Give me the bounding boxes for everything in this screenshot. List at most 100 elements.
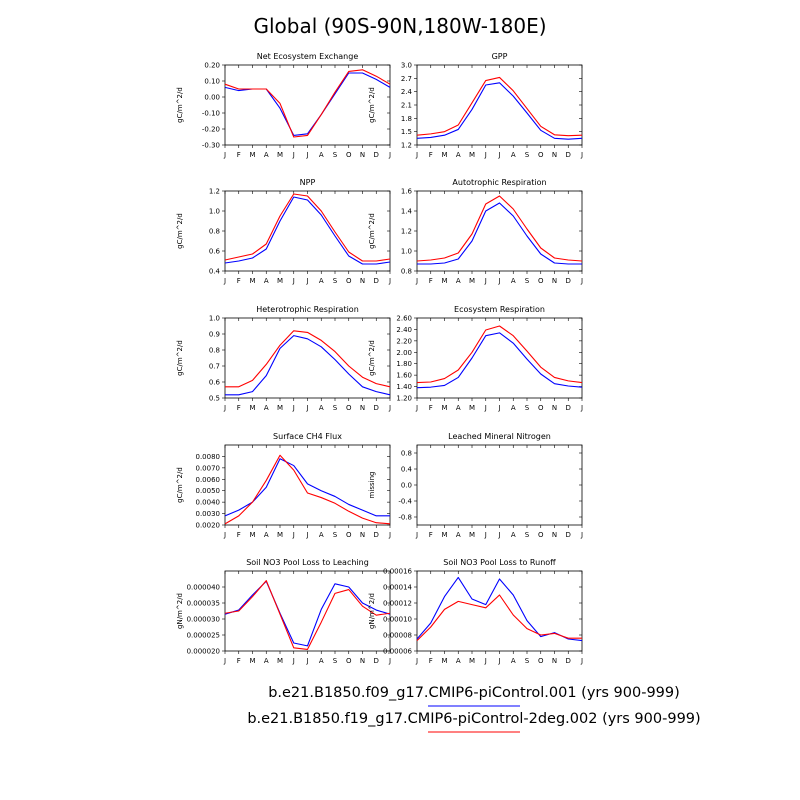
x-tick-label: N [552, 277, 557, 285]
x-tick-label: J [223, 277, 226, 285]
x-tick-label: A [456, 277, 461, 285]
x-tick-label: J [292, 657, 295, 665]
panel-title: Ecosystem Respiration [454, 305, 545, 314]
x-tick-label: J [388, 277, 391, 285]
y-tick-label: 1.4 [401, 208, 413, 216]
x-tick-label: N [360, 657, 365, 665]
x-tick-label: O [538, 277, 544, 285]
x-tick-label: N [552, 404, 557, 412]
series-line-2 [416, 76, 583, 137]
x-tick-label: J [305, 531, 308, 539]
x-tick-label: J [580, 277, 583, 285]
series-line-1 [224, 580, 391, 647]
x-tick-label: F [237, 404, 241, 412]
y-tick-label: 3.0 [401, 62, 412, 70]
y-tick-label: 2.00 [396, 349, 412, 357]
x-tick-label: M [441, 657, 447, 665]
x-tick-label: J [415, 277, 418, 285]
x-tick-label: J [415, 657, 418, 665]
x-tick-label: J [388, 404, 391, 412]
x-tick-label: M [249, 151, 255, 159]
x-tick-label: N [552, 151, 557, 159]
y-tick-label: 0.00010 [383, 616, 412, 624]
y-tick-label: 0.00008 [383, 632, 412, 640]
x-tick-label: J [580, 151, 583, 159]
x-tick-label: M [277, 404, 283, 412]
y-axis-label: gC/m^2/d [368, 340, 376, 376]
y-tick-label: 1.0 [401, 248, 412, 256]
x-tick-label: O [538, 404, 544, 412]
x-tick-label: J [415, 531, 418, 539]
plot-frame [224, 570, 391, 652]
y-tick-label: -0.20 [202, 126, 220, 134]
y-tick-label: 1.8 [401, 115, 412, 123]
series-line-1 [416, 82, 583, 140]
y-axis-label: missing [368, 472, 376, 499]
x-tick-label: S [525, 277, 530, 285]
x-tick-label: F [429, 531, 433, 539]
y-tick-label: 2.20 [396, 337, 412, 345]
panel-title: Autotrophic Respiration [452, 178, 546, 187]
x-tick-label: M [441, 531, 447, 539]
x-tick-label: J [292, 531, 295, 539]
y-tick-label: 0.20 [204, 62, 220, 70]
x-tick-label: D [374, 657, 379, 665]
x-tick-label: A [511, 277, 516, 285]
x-tick-label: D [566, 657, 571, 665]
x-tick-label: S [333, 151, 338, 159]
x-tick-label: N [360, 151, 365, 159]
y-tick-label: 0.4 [209, 268, 221, 276]
panel-6: Ecosystem Respiration 2.60 2.40 2.20 2.00 1.8… [368, 305, 583, 412]
x-tick-label: J [305, 151, 308, 159]
x-tick-label: A [264, 657, 269, 665]
y-tick-label: 0.00012 [383, 600, 412, 608]
x-tick-label: F [237, 657, 241, 665]
y-tick-label: 0.7 [209, 363, 220, 371]
x-tick-label: M [441, 277, 447, 285]
y-tick-label: 2.1 [401, 102, 412, 110]
plot-frame [416, 570, 583, 652]
y-tick-label: 1.2 [401, 142, 412, 150]
y-axis-label: gC/m^2/d [176, 340, 184, 376]
x-tick-label: A [319, 657, 324, 665]
x-tick-label: O [538, 531, 544, 539]
y-tick-label: 1.0 [209, 315, 220, 323]
x-tick-label: A [456, 151, 461, 159]
x-tick-label: M [249, 531, 255, 539]
y-tick-label: 0.00016 [383, 568, 412, 576]
x-tick-label: N [360, 404, 365, 412]
y-tick-label: 0.000035 [187, 600, 220, 608]
x-tick-label: N [552, 657, 557, 665]
x-tick-label: M [249, 657, 255, 665]
y-tick-label: 0.5 [209, 395, 220, 403]
main-title: Global (90S-90N,180W-180E) [253, 14, 546, 38]
y-tick-label: 0.0020 [196, 522, 221, 530]
panel-1: Net Ecosystem Exchange 0.20 0.10 0.00 -0.10 -… [176, 52, 391, 159]
panel-title: Heterotrophic Respiration [256, 305, 359, 314]
x-tick-label: M [441, 404, 447, 412]
x-tick-label: A [511, 531, 516, 539]
panel-title: GPP [492, 52, 508, 61]
x-tick-label: J [388, 151, 391, 159]
x-tick-label: J [497, 151, 500, 159]
x-tick-label: A [511, 657, 516, 665]
x-tick-label: M [249, 277, 255, 285]
x-tick-label: J [580, 657, 583, 665]
x-tick-label: A [456, 657, 461, 665]
series-line-2 [224, 193, 391, 262]
y-tick-label: -0.8 [398, 514, 412, 522]
series-line-1 [225, 335, 391, 396]
x-tick-label: S [333, 531, 338, 539]
y-tick-label: 0.0030 [196, 510, 221, 518]
y-tick-label: 0.00 [204, 94, 220, 102]
y-tick-label: 0.0070 [196, 464, 221, 472]
x-tick-label: O [346, 531, 352, 539]
x-tick-label: A [319, 404, 324, 412]
x-tick-label: M [469, 151, 475, 159]
y-axis-label: gC/m^2/d [368, 87, 376, 123]
legend-label-2: b.e21.B1850.f19_g17.CMIP6-piControl-2deg… [247, 711, 700, 727]
x-tick-label: F [237, 151, 241, 159]
x-tick-label: A [264, 404, 269, 412]
y-tick-label: 1.80 [396, 360, 412, 368]
